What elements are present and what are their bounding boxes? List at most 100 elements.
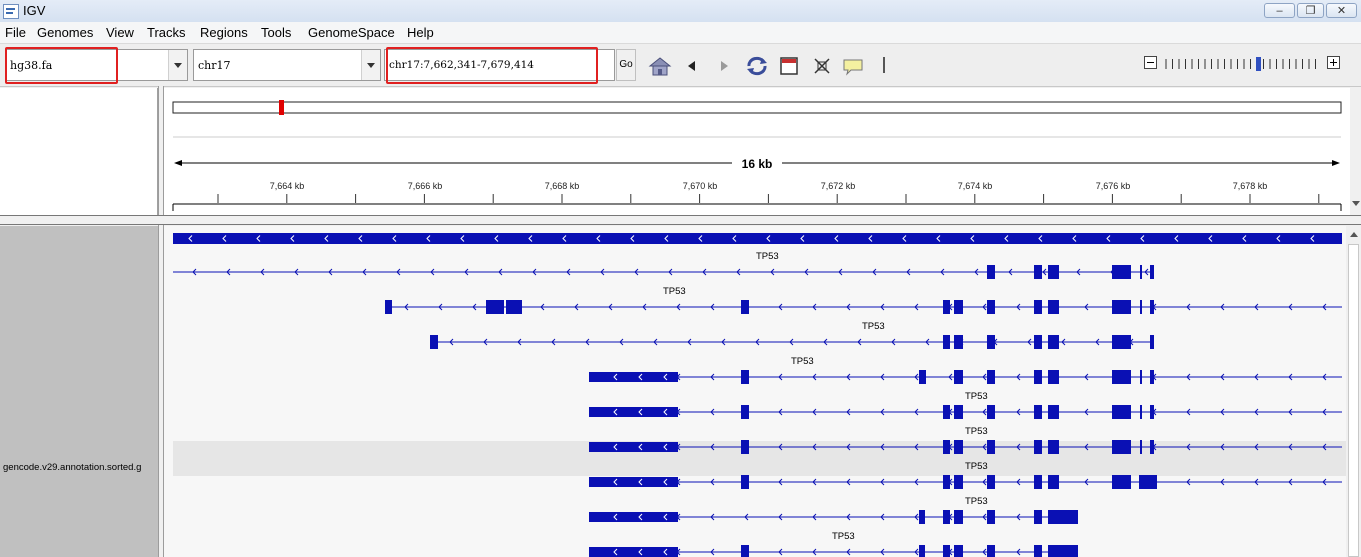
exon-block[interactable]	[919, 510, 925, 524]
exon-block[interactable]	[1034, 440, 1042, 454]
exon-block[interactable]	[1048, 370, 1059, 384]
exon-block[interactable]	[1034, 510, 1042, 524]
exon-block[interactable]	[1140, 405, 1142, 419]
forward-icon[interactable]	[716, 56, 732, 76]
panel-divider[interactable]	[0, 215, 1361, 225]
exon-block[interactable]	[1150, 405, 1154, 419]
exon-block[interactable]	[954, 510, 963, 524]
exon-block[interactable]	[954, 405, 963, 419]
exon-block[interactable]	[943, 405, 950, 419]
exon-block[interactable]	[1112, 335, 1131, 349]
transcript-row[interactable]: TP53	[589, 461, 1342, 489]
exon-block[interactable]	[1140, 300, 1142, 314]
region-of-interest-icon[interactable]	[779, 56, 799, 76]
chevron-down-icon[interactable]	[168, 50, 187, 80]
transcript-row[interactable]: TP53	[589, 426, 1342, 454]
exon-block[interactable]	[741, 370, 749, 384]
exon-block[interactable]	[1140, 370, 1142, 384]
scroll-down-arrow-icon[interactable]	[1352, 201, 1360, 206]
exon-block[interactable]	[943, 300, 950, 314]
close-button[interactable]: ✕	[1326, 3, 1357, 18]
exon-block[interactable]	[987, 405, 995, 419]
exon-block[interactable]	[1034, 405, 1042, 419]
exon-block[interactable]	[943, 510, 950, 524]
exon-block[interactable]	[987, 510, 995, 524]
exon-block[interactable]	[1034, 545, 1042, 557]
exon-block[interactable]	[1048, 545, 1078, 557]
exon-block[interactable]	[1112, 265, 1131, 279]
exon-block[interactable]	[954, 475, 963, 489]
transcript-row[interactable]: TP53	[589, 356, 1342, 384]
restore-button[interactable]: ❐	[1297, 3, 1324, 18]
exon-block[interactable]	[943, 475, 950, 489]
exon-block[interactable]	[1150, 440, 1154, 454]
transcript-row[interactable]: TP53	[430, 321, 1154, 349]
menu-tools[interactable]: Tools	[261, 25, 292, 40]
zoom-slider-thumb[interactable]	[1256, 57, 1261, 71]
collapsed-gene-bar[interactable]	[173, 233, 1342, 244]
exon-block[interactable]	[741, 405, 749, 419]
transcript-row[interactable]: TP53	[589, 531, 1078, 557]
utr-block[interactable]	[589, 442, 678, 452]
menu-regions[interactable]: Regions	[200, 25, 248, 40]
name-panel-divider[interactable]	[158, 86, 164, 557]
exon-block[interactable]	[1150, 370, 1154, 384]
exon-block[interactable]	[1150, 265, 1154, 279]
exon-block[interactable]	[506, 300, 522, 314]
exon-block[interactable]	[1140, 265, 1142, 279]
exon-block[interactable]	[954, 300, 963, 314]
popup-text-icon[interactable]	[842, 56, 864, 76]
exon-block[interactable]	[1112, 300, 1131, 314]
locus-input[interactable]: chr17:7,662,341-7,679,414	[384, 49, 615, 81]
menu-file[interactable]: File	[5, 25, 26, 40]
exon-block[interactable]	[919, 545, 925, 557]
exon-block[interactable]	[1048, 440, 1059, 454]
exon-block[interactable]	[1048, 475, 1059, 489]
zoom-out-button[interactable]	[1144, 56, 1157, 69]
exon-block[interactable]	[1048, 265, 1059, 279]
utr-block[interactable]	[589, 372, 678, 382]
resize-to-window-icon[interactable]	[812, 56, 832, 76]
exon-block[interactable]	[1112, 475, 1131, 489]
home-icon[interactable]	[648, 56, 672, 76]
utr-block[interactable]	[589, 512, 678, 522]
exon-block[interactable]	[741, 300, 749, 314]
minimize-button[interactable]: ‒	[1264, 3, 1295, 18]
exon-block[interactable]	[954, 370, 963, 384]
chromosome-ideogram[interactable]	[172, 101, 1342, 114]
chevron-down-icon[interactable]	[361, 50, 380, 80]
exon-block[interactable]	[1048, 335, 1059, 349]
exon-block[interactable]	[943, 335, 950, 349]
gene-track[interactable]: TP53 TP53 TP53 TP53 TP53 TP53 TP53 TP53 TP53	[164, 226, 1346, 557]
exon-block[interactable]	[987, 545, 995, 557]
transcript-row[interactable]: TP53	[173, 251, 1154, 279]
go-button[interactable]: Go	[616, 49, 636, 81]
back-icon[interactable]	[684, 56, 700, 76]
exon-block[interactable]	[385, 300, 392, 314]
exon-block[interactable]	[987, 370, 995, 384]
exon-block[interactable]	[954, 545, 963, 557]
menu-genomes[interactable]: Genomes	[37, 25, 94, 40]
exon-block[interactable]	[741, 440, 749, 454]
exon-block[interactable]	[1112, 440, 1131, 454]
chromosome-dropdown[interactable]: chr17	[193, 49, 381, 81]
exon-block[interactable]	[1150, 300, 1154, 314]
exon-block[interactable]	[919, 370, 926, 384]
utr-block[interactable]	[589, 477, 678, 487]
exon-block[interactable]	[1112, 405, 1131, 419]
exon-block[interactable]	[430, 335, 438, 349]
utr-block[interactable]	[589, 407, 678, 417]
exon-block[interactable]	[1048, 510, 1078, 524]
exon-block[interactable]	[1034, 475, 1042, 489]
exon-block[interactable]	[1139, 475, 1157, 489]
exon-block[interactable]	[987, 475, 995, 489]
menu-genomespace[interactable]: GenomeSpace	[308, 25, 395, 40]
data-scrollbar[interactable]	[1347, 226, 1361, 557]
exon-block[interactable]	[1034, 300, 1042, 314]
track-name-label[interactable]: gencode.v29.annotation.sorted.g	[3, 462, 142, 473]
exon-block[interactable]	[1048, 405, 1059, 419]
exon-block[interactable]	[1048, 300, 1059, 314]
exon-block[interactable]	[1140, 440, 1142, 454]
exon-block[interactable]	[1034, 335, 1042, 349]
exon-block[interactable]	[741, 545, 749, 557]
